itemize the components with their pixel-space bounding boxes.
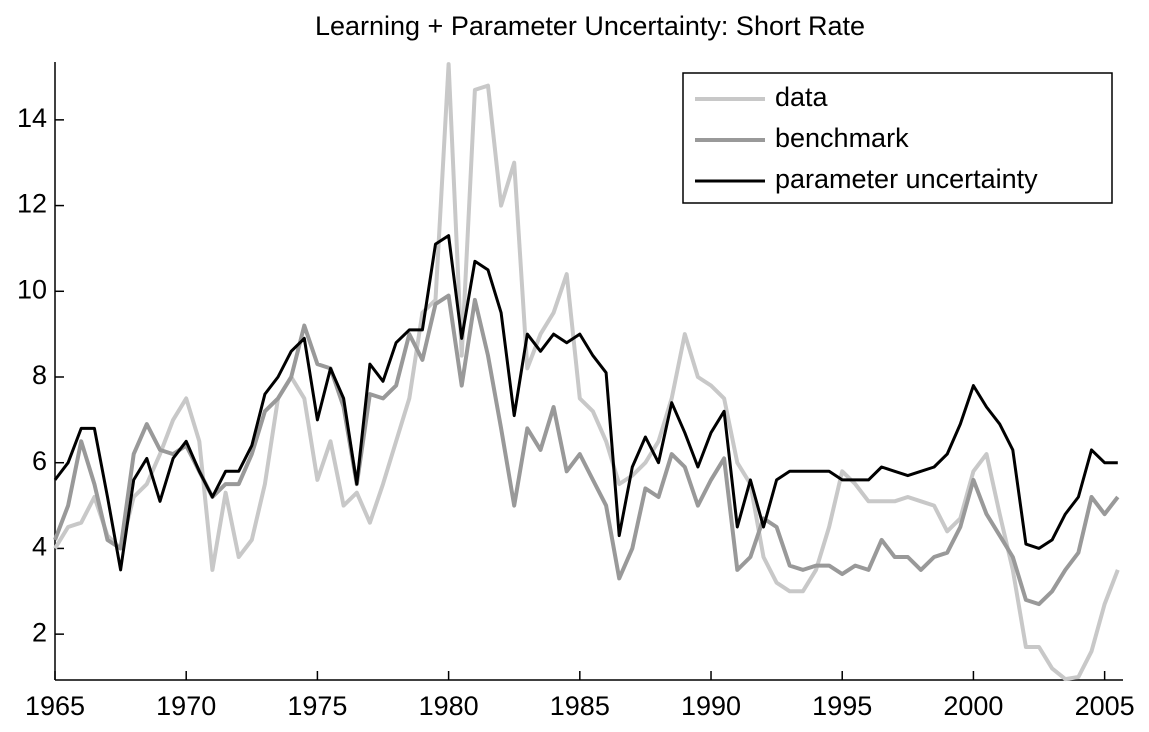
legend-label: benchmark <box>775 123 909 153</box>
y-tick-label: 6 <box>32 446 47 476</box>
x-tick-label: 1985 <box>550 691 610 721</box>
y-tick-label: 10 <box>17 274 47 304</box>
legend-label: data <box>775 82 829 112</box>
x-tick-label: 1965 <box>25 691 85 721</box>
y-tick-label: 12 <box>17 189 47 219</box>
series-line <box>53 293 1120 607</box>
x-tick-label: 2000 <box>943 691 1003 721</box>
y-tick-label: 2 <box>32 617 47 647</box>
x-tick-label: 1975 <box>287 691 347 721</box>
y-tick-label: 4 <box>32 532 47 562</box>
chart-title: Learning + Parameter Uncertainty: Short … <box>315 11 865 41</box>
x-tick-label: 1995 <box>812 691 872 721</box>
x-tick-label: 1970 <box>156 691 216 721</box>
x-tick-label: 1980 <box>419 691 479 721</box>
legend-label: parameter uncertainty <box>775 164 1038 194</box>
y-tick-label: 8 <box>32 360 47 390</box>
series-line <box>53 234 1118 572</box>
y-tick-label: 14 <box>17 103 47 133</box>
series-line <box>53 62 1120 682</box>
x-tick-label: 1990 <box>681 691 741 721</box>
x-tick-label: 2005 <box>1075 691 1135 721</box>
